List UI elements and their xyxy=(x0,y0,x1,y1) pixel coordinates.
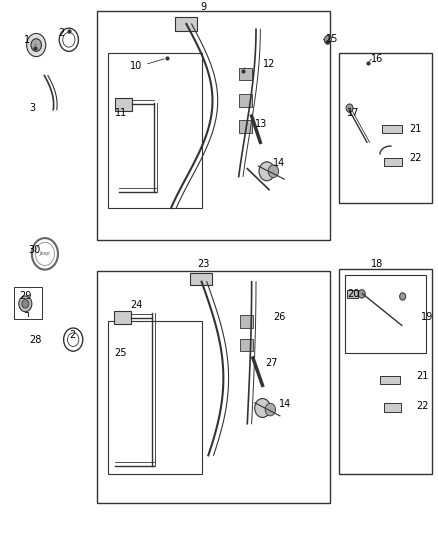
Bar xyxy=(115,98,132,111)
Text: 22: 22 xyxy=(416,401,429,411)
Bar xyxy=(384,403,401,411)
Text: 24: 24 xyxy=(130,301,142,310)
Bar xyxy=(97,11,330,240)
Circle shape xyxy=(399,293,406,300)
Circle shape xyxy=(265,403,276,416)
Circle shape xyxy=(358,289,365,298)
Bar xyxy=(108,53,201,208)
Text: 27: 27 xyxy=(265,358,278,368)
Bar xyxy=(339,53,432,203)
Bar xyxy=(114,311,131,324)
Bar xyxy=(380,376,399,384)
Circle shape xyxy=(259,162,275,181)
Text: 9: 9 xyxy=(201,2,207,12)
Text: 15: 15 xyxy=(325,34,338,44)
Text: 29: 29 xyxy=(19,291,31,301)
Bar xyxy=(176,18,197,30)
Bar xyxy=(382,125,402,133)
Text: 18: 18 xyxy=(371,260,383,269)
Text: 12: 12 xyxy=(262,60,275,69)
Circle shape xyxy=(27,34,46,56)
Text: 21: 21 xyxy=(416,372,428,382)
Text: 17: 17 xyxy=(347,108,360,118)
Bar xyxy=(14,287,42,319)
Circle shape xyxy=(31,39,42,51)
Text: 2: 2 xyxy=(58,28,64,38)
Circle shape xyxy=(346,104,353,112)
Text: 11: 11 xyxy=(116,108,127,118)
Text: 10: 10 xyxy=(130,61,142,71)
Bar xyxy=(239,94,252,107)
Circle shape xyxy=(268,165,279,177)
Bar xyxy=(345,275,426,353)
Circle shape xyxy=(19,296,32,312)
Text: 21: 21 xyxy=(410,124,422,134)
Text: 26: 26 xyxy=(273,312,286,322)
Bar xyxy=(385,158,402,166)
Bar xyxy=(239,68,252,80)
Text: 19: 19 xyxy=(420,312,433,322)
Circle shape xyxy=(324,36,331,44)
Text: Jeep: Jeep xyxy=(39,252,50,256)
Bar xyxy=(239,120,252,133)
Bar xyxy=(240,338,253,351)
Bar xyxy=(240,315,253,327)
Bar xyxy=(97,271,330,503)
Circle shape xyxy=(254,399,270,417)
Bar xyxy=(339,269,432,474)
Bar xyxy=(190,273,212,286)
Text: 23: 23 xyxy=(198,260,210,269)
Text: 28: 28 xyxy=(30,335,42,345)
Text: 25: 25 xyxy=(115,348,127,358)
Text: 1: 1 xyxy=(24,35,30,45)
Text: 3: 3 xyxy=(30,103,36,113)
Text: 16: 16 xyxy=(371,54,383,64)
Bar xyxy=(347,289,358,297)
Circle shape xyxy=(22,300,29,308)
Text: 22: 22 xyxy=(410,153,422,163)
Text: 20: 20 xyxy=(347,289,360,299)
Text: 14: 14 xyxy=(279,399,291,409)
Bar xyxy=(108,321,201,474)
Text: 2: 2 xyxy=(69,330,75,341)
Text: 14: 14 xyxy=(273,158,286,168)
Text: 13: 13 xyxy=(254,119,267,129)
Text: 30: 30 xyxy=(29,245,41,255)
